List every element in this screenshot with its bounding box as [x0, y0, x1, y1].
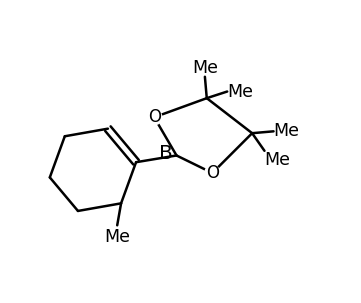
Text: O: O	[206, 164, 219, 182]
Circle shape	[147, 110, 162, 125]
Text: Me: Me	[265, 151, 291, 169]
Text: Me: Me	[227, 82, 253, 101]
Circle shape	[205, 165, 220, 181]
Text: O: O	[148, 108, 161, 126]
Text: Me: Me	[104, 228, 130, 246]
Text: Me: Me	[192, 59, 218, 77]
Text: B: B	[158, 144, 172, 163]
Text: Me: Me	[274, 122, 300, 140]
